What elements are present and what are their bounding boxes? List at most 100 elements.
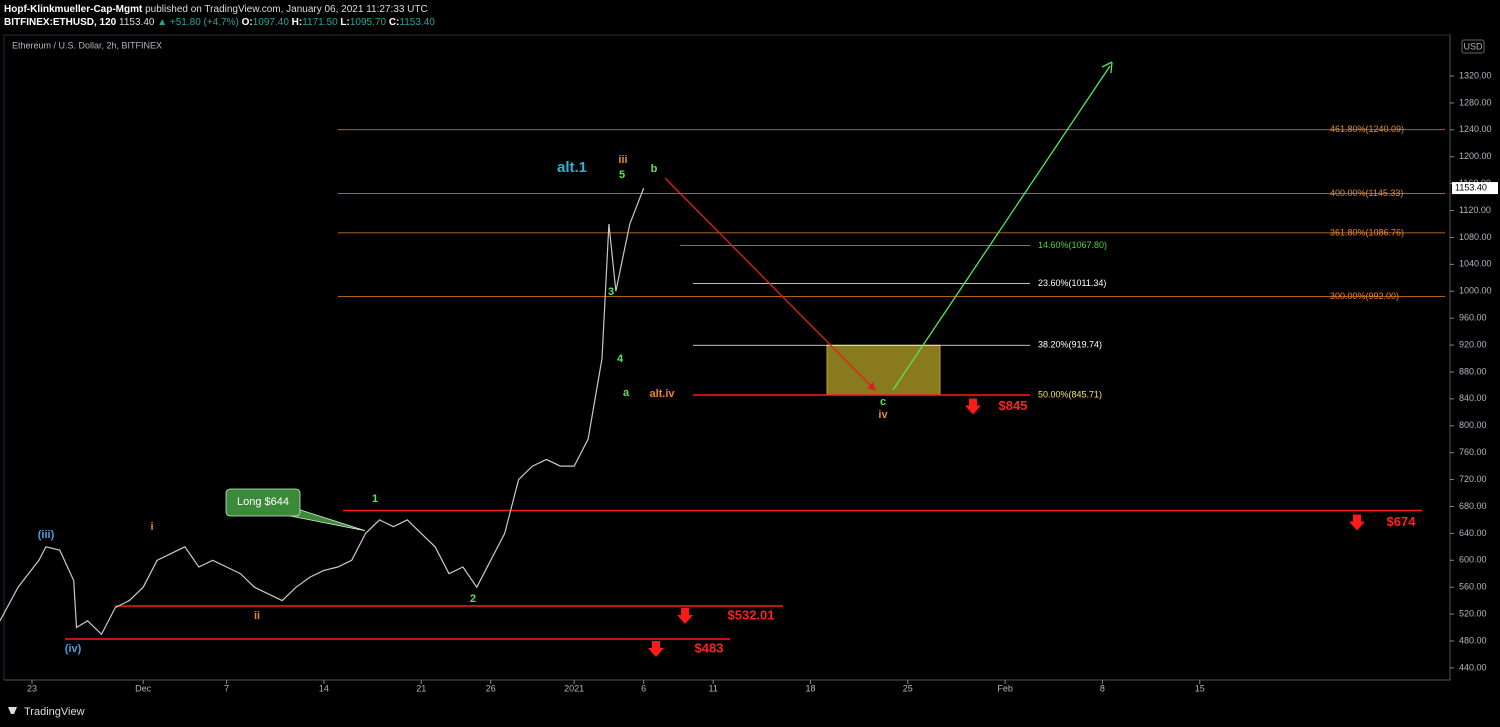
x-tick-label: 6	[641, 683, 646, 693]
price-line	[0, 187, 645, 636]
down-arrow	[677, 608, 693, 625]
wave-label: (iii)	[38, 529, 55, 541]
price-target: $845	[999, 398, 1028, 413]
y-tick-label: 680.00	[1459, 501, 1487, 511]
retracement-label: 38.20%(919.74)	[1038, 340, 1102, 350]
c-label: C:	[388, 17, 400, 28]
chart-title: Ethereum / U.S. Dollar, 2h, BITFINEX	[12, 40, 162, 50]
y-tick-label: 1200.00	[1459, 151, 1492, 161]
o-label: O:	[241, 17, 253, 28]
logo	[8, 707, 17, 714]
published: published on TradingView.com, January 06…	[145, 4, 428, 15]
y-tick-label: 520.00	[1459, 608, 1487, 618]
y-tick-label: 920.00	[1459, 339, 1487, 349]
y-tick-label: 760.00	[1459, 447, 1487, 457]
y-tick-label: 1080.00	[1459, 232, 1492, 242]
x-tick-label: 7	[224, 683, 229, 693]
plot-frame	[3, 34, 1451, 681]
h-label: H:	[291, 17, 303, 28]
high: 1171.50	[302, 17, 338, 28]
y-tick-label: 560.00	[1459, 582, 1487, 592]
author: Hopf-Klinkmueller-Cap-Mgmt	[4, 4, 143, 15]
y-tick-label: 600.00	[1459, 555, 1487, 565]
x-tick-label: 21	[416, 683, 426, 693]
fib-label: 400.00%(1145.33)	[1330, 188, 1403, 198]
change: ▲ +51.80 (+4.7%)	[157, 17, 239, 28]
last-price-tag	[1452, 182, 1498, 195]
y-tick-label: 840.00	[1459, 393, 1487, 403]
wave-label: 3	[608, 286, 614, 298]
wave-label: i	[150, 521, 153, 533]
price: 1153.40	[119, 17, 155, 28]
x-tick-label: 25	[903, 683, 913, 693]
symbol: BITFINEX:ETHUSD, 120	[4, 17, 117, 28]
wave-label: iv	[878, 409, 888, 421]
y-tick-label: 1040.00	[1459, 259, 1492, 269]
callout-box	[225, 488, 301, 517]
x-tick-label: 18	[805, 683, 815, 693]
y-tick-label: 1240.00	[1459, 124, 1492, 134]
wave-label: b	[651, 163, 658, 175]
header-line-2: BITFINEX:ETHUSD, 120 1153.40 ▲ +51.80 (+…	[4, 16, 435, 29]
x-tick-label: 8	[1100, 683, 1105, 693]
last-price-label: 1153.40	[1455, 182, 1487, 192]
x-tick-label: Feb	[997, 683, 1013, 693]
brand: TradingView	[24, 706, 85, 718]
fib-label: 361.80%(1086.76)	[1330, 227, 1404, 237]
y-tick-label: 1120.00	[1459, 205, 1491, 215]
wave-label: 1	[372, 493, 378, 505]
fib-label: 461.80%(1240.09)	[1330, 124, 1404, 134]
down-arrow	[965, 398, 981, 415]
projection-up	[892, 65, 1111, 391]
arrow-head	[867, 382, 876, 391]
x-tick-label: 2021	[564, 683, 584, 693]
x-tick-label: 26	[486, 683, 496, 693]
wave-label: 2	[470, 593, 476, 605]
wave-label: 4	[617, 353, 624, 365]
down-arrow	[648, 640, 664, 657]
projection-down	[664, 177, 875, 390]
y-tick-label: 960.00	[1459, 313, 1487, 323]
retracement-label: 14.60%(1067.80)	[1038, 240, 1107, 250]
wave-label: c	[880, 396, 886, 408]
x-tick-label: 14	[319, 683, 329, 693]
open: 1097.40	[252, 17, 289, 28]
x-tick-label: 23	[27, 683, 37, 693]
fib-label: 300.00%(992.00)	[1330, 291, 1399, 301]
y-tick-label: 1320.00	[1459, 70, 1492, 80]
retracement-label: 23.60%(1011.34)	[1038, 278, 1106, 288]
retracement-label: 50.00%(845.71)	[1038, 389, 1102, 399]
y-tick-label: 440.00	[1459, 662, 1487, 672]
wave-label: 5	[619, 169, 625, 181]
y-tick-label: 800.00	[1459, 420, 1487, 430]
price-target: $532.01	[728, 607, 775, 622]
down-arrow	[1349, 514, 1365, 531]
close: 1153.40	[399, 17, 435, 28]
target-zone	[826, 344, 941, 396]
y-tick-label: 1000.00	[1459, 286, 1492, 296]
wave-label: a	[623, 387, 630, 399]
y-tick-label: 720.00	[1459, 474, 1487, 484]
price-target: $483	[695, 640, 724, 655]
price-target: $674	[1387, 514, 1417, 529]
wave-label: (iv)	[65, 643, 82, 655]
wave-label: alt.1	[557, 159, 587, 176]
callout-label: Long $644	[237, 496, 289, 508]
y-tick-label: 1280.00	[1459, 97, 1492, 107]
x-tick-label: 15	[1195, 683, 1205, 693]
wave-label: alt.iv	[649, 388, 675, 400]
wave-label: ii	[254, 610, 260, 622]
y-tick-label: 880.00	[1459, 366, 1487, 376]
y-tick-label: 480.00	[1459, 635, 1487, 645]
x-tick-label: 11	[709, 683, 718, 693]
header: Hopf-Klinkmueller-Cap-Mgmt published on …	[4, 3, 435, 29]
arrow-head	[1101, 61, 1113, 74]
low: 1095.70	[349, 17, 387, 28]
currency-box	[1461, 39, 1485, 54]
header-line-1: Hopf-Klinkmueller-Cap-Mgmt published on …	[4, 3, 435, 16]
x-tick-label: Dec	[135, 683, 152, 693]
y-tick-label: 640.00	[1459, 528, 1487, 538]
wave-label: iii	[618, 154, 627, 166]
